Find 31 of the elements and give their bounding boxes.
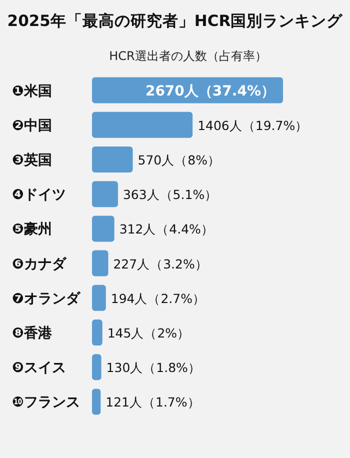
bar bbox=[92, 250, 108, 276]
y-tick-label: ❹ドイツ bbox=[12, 187, 66, 204]
y-tick-label: ❸英国 bbox=[12, 152, 52, 168]
y-tick-label: ❷中国 bbox=[12, 118, 52, 134]
bar bbox=[92, 284, 106, 311]
y-tick-label: ❶米国 bbox=[12, 83, 52, 100]
data-label: 227人（3.2%） bbox=[113, 256, 208, 272]
data-label: 570人（8%） bbox=[138, 152, 220, 168]
y-tick-label: ❾スイス bbox=[12, 360, 66, 376]
chart-subtitle: HCR選出者の人数（占有率） bbox=[109, 49, 267, 63]
y-tick-label: ❺豪州 bbox=[12, 222, 52, 238]
bar bbox=[92, 112, 193, 138]
data-label: 2670人（37.4%） bbox=[145, 83, 275, 100]
y-tick-label: ❽香港 bbox=[12, 326, 53, 342]
y-tick-label: ❻カナダ bbox=[12, 256, 67, 272]
chart-title: 2025年「最高の研究者」HCR国別ランキング bbox=[7, 11, 344, 30]
data-label: 363人（5.1%） bbox=[122, 187, 218, 202]
data-label: 130人（1.8%） bbox=[106, 360, 201, 376]
data-label: 312人（4.4%） bbox=[119, 222, 214, 237]
y-tick-label: ❿フランス bbox=[12, 394, 80, 411]
bar bbox=[92, 181, 118, 208]
bar bbox=[92, 354, 102, 380]
bar bbox=[92, 388, 101, 415]
bar bbox=[92, 146, 133, 172]
data-label: 1406人（19.7%） bbox=[198, 118, 308, 133]
data-label: 145人（2%） bbox=[107, 326, 190, 340]
data-label: 194人（2.7%） bbox=[110, 290, 206, 306]
data-label: 121人（1.7%） bbox=[106, 394, 200, 410]
bar bbox=[92, 320, 102, 346]
y-tick-label: ❼オランダ bbox=[12, 290, 81, 307]
bar bbox=[92, 216, 114, 242]
